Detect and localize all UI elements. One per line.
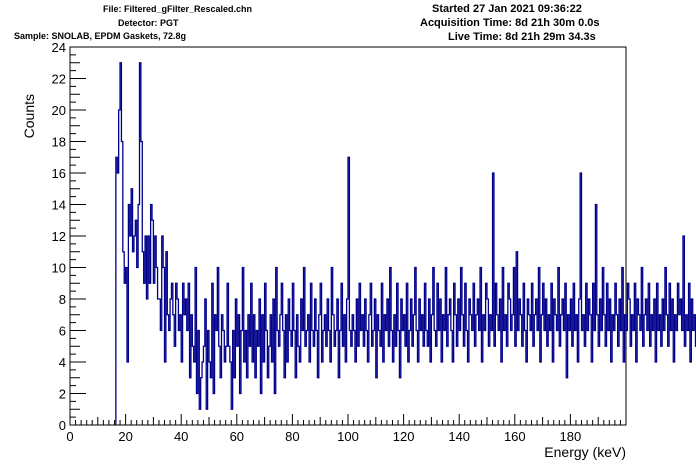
x-tick-label: 140 xyxy=(448,429,470,444)
x-tick-label: 160 xyxy=(504,429,526,444)
histogram-series xyxy=(115,62,696,425)
x-tick-label: 80 xyxy=(285,429,299,444)
acquisition-time-label: Acquisition Time: 8d 21h 30m 0.0s xyxy=(420,17,600,29)
sample-label: Sample: SNOLAB, EPDM Gaskets, 72.8g xyxy=(14,31,187,41)
detector-label: Detector: PGT xyxy=(118,18,179,28)
y-tick-label: 22 xyxy=(52,72,66,87)
y-axis-label: Counts xyxy=(21,94,37,138)
live-time-label: Live Time: 8d 21h 29m 34.3s xyxy=(448,31,596,43)
y-tick-label: 6 xyxy=(59,324,66,339)
x-tick-label: 0 xyxy=(66,429,73,444)
histogram-line xyxy=(115,62,696,425)
x-tick-label: 20 xyxy=(118,429,132,444)
x-tick-label: 100 xyxy=(337,429,359,444)
x-tick-label: 60 xyxy=(230,429,244,444)
y-tick-label: 4 xyxy=(59,355,66,370)
x-axis-label: Energy (keV) xyxy=(544,444,626,460)
x-tick-label: 120 xyxy=(393,429,415,444)
y-tick-label: 16 xyxy=(52,166,66,181)
x-tick-label: 40 xyxy=(174,429,188,444)
x-tick-label: 180 xyxy=(560,429,582,444)
started-label: Started 27 Jan 2021 09:36:22 xyxy=(432,3,582,15)
y-tick-label: 18 xyxy=(52,135,66,150)
file-label: File: Filtered_gFilter_Rescaled.chn xyxy=(103,4,253,14)
y-tick-label: 2 xyxy=(59,387,66,402)
x-axis: 0 20 40 60 80 100 120 140 160 180 xyxy=(66,414,621,444)
y-tick-label: 12 xyxy=(52,229,66,244)
y-tick-label: 20 xyxy=(52,103,66,118)
y-tick-label: 0 xyxy=(59,418,66,433)
y-tick-label: 14 xyxy=(52,198,66,213)
y-tick-label: 10 xyxy=(52,261,66,276)
y-tick-label: 8 xyxy=(59,292,66,307)
y-tick-label: 24 xyxy=(52,40,66,55)
